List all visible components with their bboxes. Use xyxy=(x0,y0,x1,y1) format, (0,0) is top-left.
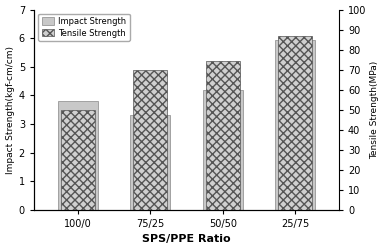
Bar xyxy=(203,90,243,210)
Bar xyxy=(133,70,167,210)
Legend: Impact Strength, Tensile Strength: Impact Strength, Tensile Strength xyxy=(38,14,130,41)
X-axis label: SPS/PPE Ratio: SPS/PPE Ratio xyxy=(142,234,231,244)
Bar xyxy=(206,61,240,210)
Bar xyxy=(275,40,315,210)
Y-axis label: Impact Strength(kgf-cm/cm): Impact Strength(kgf-cm/cm) xyxy=(5,46,15,174)
Bar xyxy=(60,110,95,210)
Bar xyxy=(278,36,312,210)
Y-axis label: Tensile Strength(MPa): Tensile Strength(MPa) xyxy=(370,60,380,159)
Bar xyxy=(58,101,97,210)
Bar xyxy=(130,116,170,210)
